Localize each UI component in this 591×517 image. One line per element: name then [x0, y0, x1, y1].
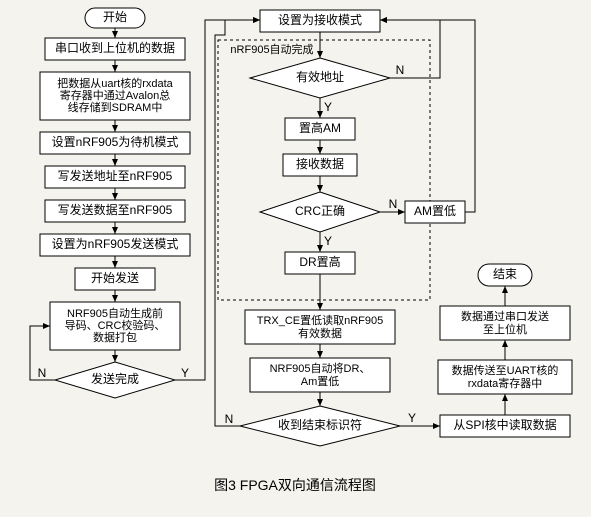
txt: AM置低	[414, 204, 456, 218]
txt: 有效数据	[298, 326, 342, 340]
node-start-label: 开始	[103, 10, 127, 24]
txt: 至上位机	[483, 322, 527, 336]
txt: 置高AM	[299, 120, 341, 135]
txt: CRC正确	[295, 204, 345, 218]
txt: 设置为接收模式	[278, 12, 362, 27]
txt: 有效地址	[296, 69, 344, 84]
txt: 导码、CRC校验码、	[65, 318, 166, 332]
txt: 把数据从uart核的rxdata	[57, 76, 173, 90]
label-n: N	[396, 63, 405, 77]
txt: 设置nRF905为待机模式	[52, 135, 179, 149]
txt: 接收数据	[296, 156, 344, 171]
txt: rxdata寄存器中	[468, 376, 543, 390]
txt: 数据传送至UART核的	[452, 363, 559, 377]
txt: 开始发送	[91, 270, 139, 285]
txt: 结束	[493, 267, 517, 281]
auto-region-label: nRF905自动完成	[230, 42, 313, 56]
txt: 寄存器中通过Avalon总	[60, 88, 170, 102]
label-y: Y	[324, 234, 332, 248]
txt: 写发送数据至nRF905	[58, 202, 173, 217]
label-y: Y	[408, 411, 416, 425]
label-y: Y	[324, 100, 332, 114]
txt: Am置低	[301, 375, 340, 388]
txt: DR置高	[299, 254, 340, 269]
txt: 写发送地址至nRF905	[58, 168, 173, 183]
txt: 数据打包	[93, 330, 137, 344]
txt: NRF905自动生成前	[67, 306, 163, 320]
node-rx-serial-label: 串口收到上位机的数据	[55, 40, 175, 55]
txt: 线存储到SDRAM中	[68, 100, 163, 114]
txt: NRF905自动将DR、	[270, 362, 371, 375]
txt: TRX_CE置低读取nRF905	[257, 313, 384, 327]
label-y: Y	[181, 366, 189, 380]
txt: 发送完成	[91, 371, 139, 386]
txt: 收到结束标识符	[278, 417, 362, 432]
txt: 数据通过串口发送	[461, 309, 549, 323]
label-n: N	[38, 366, 47, 380]
label-n: N	[225, 412, 234, 426]
label-n: N	[389, 197, 398, 211]
txt: 设置为nRF905发送模式	[52, 236, 179, 251]
figure-caption: 图3 FPGA双向通信流程图	[214, 477, 376, 493]
txt: 从SPI核中读取数据	[453, 417, 556, 432]
